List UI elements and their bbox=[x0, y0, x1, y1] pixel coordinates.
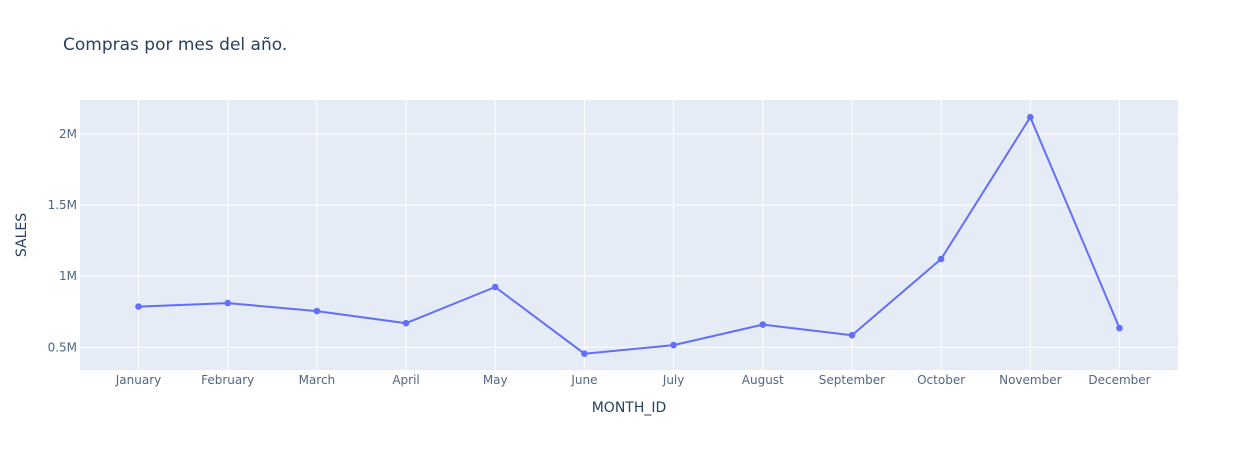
data-point[interactable] bbox=[224, 299, 231, 307]
y-tick-label: 1M bbox=[59, 269, 77, 283]
x-tick-label: October bbox=[917, 373, 965, 387]
chart-title: Compras por mes del año. bbox=[63, 35, 287, 55]
data-point[interactable] bbox=[402, 319, 410, 327]
series-layer bbox=[135, 113, 1123, 358]
x-tick-label: February bbox=[201, 373, 254, 387]
data-point[interactable] bbox=[313, 307, 321, 315]
y-axis-label: SALES bbox=[14, 213, 30, 257]
data-point[interactable] bbox=[491, 283, 499, 291]
data-point[interactable] bbox=[581, 350, 588, 358]
data-point[interactable] bbox=[848, 331, 856, 339]
data-point[interactable] bbox=[1116, 324, 1123, 332]
x-axis-ticks: January February March April May June July Augu… bbox=[115, 373, 1151, 387]
x-tick-label: June bbox=[570, 373, 597, 387]
data-point[interactable] bbox=[759, 321, 767, 328]
grid-lines bbox=[80, 100, 1178, 370]
y-axis-ticks: 0.5M 1M 1.5M 2M bbox=[48, 127, 77, 354]
x-tick-label: May bbox=[483, 373, 508, 387]
data-point[interactable] bbox=[937, 255, 945, 263]
x-tick-label: December bbox=[1088, 373, 1150, 387]
data-point[interactable] bbox=[670, 341, 677, 349]
plot-area bbox=[80, 100, 1178, 370]
x-tick-label: July bbox=[662, 373, 685, 387]
y-tick-label: 0.5M bbox=[48, 340, 77, 354]
x-tick-label: March bbox=[299, 373, 336, 387]
series-line bbox=[138, 116, 1121, 355]
x-axis-label: MONTH_ID bbox=[592, 400, 667, 416]
x-tick-label: September bbox=[819, 373, 885, 387]
x-tick-label: April bbox=[392, 373, 419, 387]
y-tick-label: 1.5M bbox=[48, 198, 77, 212]
data-point[interactable] bbox=[135, 303, 142, 310]
x-tick-label: August bbox=[742, 373, 784, 387]
x-tick-label: November bbox=[999, 373, 1061, 387]
data-point[interactable] bbox=[1027, 113, 1034, 121]
x-tick-label: January bbox=[115, 373, 162, 387]
y-tick-label: 2M bbox=[59, 127, 77, 141]
